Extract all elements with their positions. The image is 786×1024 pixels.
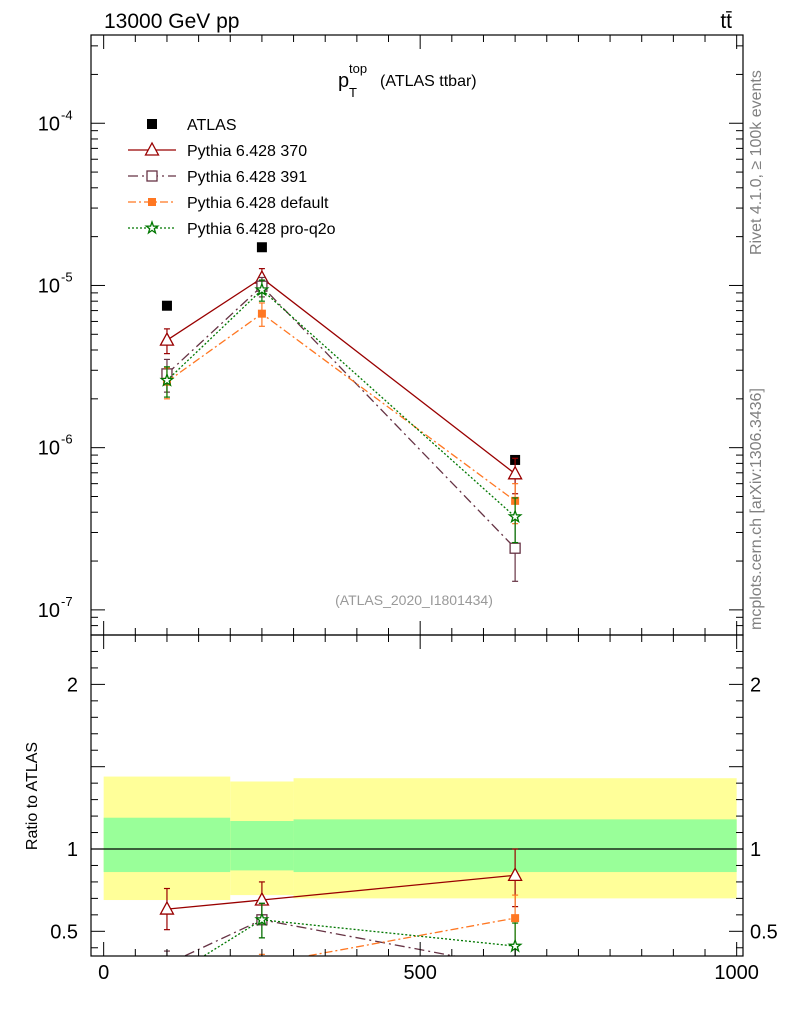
main-point-pq2o	[507, 508, 523, 524]
ratio-y-tick-label-right: 2	[750, 674, 761, 696]
main-y-tick-exponent: -6	[61, 432, 73, 447]
ratio-frame	[90, 634, 744, 957]
ratio-series-p370	[159, 848, 523, 931]
ratio-point-p391	[510, 963, 520, 973]
ratio-point-pq2o	[161, 973, 172, 984]
main-point-pq2o	[159, 372, 175, 387]
legend-marker-p391	[146, 170, 158, 182]
ratio-y-tick-label-left: 0.5	[50, 921, 78, 943]
ratio-line-pq2o	[202, 919, 516, 956]
ratio-point-pdefault	[258, 960, 266, 968]
ratio-y-tick-label-left: 1	[67, 839, 78, 861]
legend: ATLAS Pythia 6.428 370 Pythia 6.428 391 Pyt…	[128, 117, 336, 238]
main-point-p391	[509, 542, 521, 554]
main-line-pq2o	[166, 288, 516, 518]
analysis-label: (ATLAS_2020_I1801434)	[335, 592, 493, 608]
main-y-tick-label: 10	[38, 275, 60, 297]
plot-title-p: p	[338, 70, 349, 92]
plot-title-rest: (ATLAS ttbar)	[380, 73, 477, 90]
main-point-atlas	[161, 300, 172, 311]
ratio-y-tick-label-right: 1	[750, 839, 761, 861]
legend-label-p391: Pythia 6.428 391	[187, 169, 307, 186]
ratio-y-tick-label-right: 0.5	[750, 921, 778, 943]
ratio-x-tick-label: 500	[403, 962, 436, 984]
main-y-tick-label: 10	[38, 113, 60, 135]
main-series-p370	[159, 268, 523, 495]
mcplots-label: mcplots.cern.ch [arXiv:1306.3436]	[748, 388, 765, 630]
ratio-y-axis-label: Ratio to ATLAS	[24, 742, 41, 850]
legend-marker-atlas	[147, 119, 157, 129]
main-point-pq2o	[254, 281, 270, 297]
main-line-p370	[166, 277, 516, 475]
legend-marker-p370	[144, 141, 160, 156]
ratio-point-p370	[507, 866, 523, 881]
ratio-series-pdefault	[163, 894, 520, 985]
main-series-p391	[161, 276, 521, 582]
ratio-point-pq2o	[507, 938, 523, 953]
main-y-tick-exponent: -4	[61, 107, 73, 122]
ratio-x-tick-label: 1000	[714, 962, 759, 984]
main-y-tick-exponent: -7	[61, 594, 73, 609]
main-series-atlas	[161, 242, 521, 465]
ratio-y-tick-label-left: 2	[67, 674, 78, 696]
main-point-p370	[507, 465, 523, 480]
ratio-line-pdefault	[303, 917, 516, 956]
ratio-x-tick-label: 0	[98, 962, 109, 984]
plot-title-superscript: top	[349, 61, 367, 76]
ratio-uncertainty-band-green	[230, 821, 294, 871]
legend-label-pq2o: Pythia 6.428 pro-q2o	[187, 221, 336, 238]
process-label: tt̄	[720, 10, 732, 33]
main-line-p391	[166, 285, 516, 549]
main-y-tick-exponent: -5	[61, 269, 73, 284]
rivet-version-label: Rivet 4.1.0, ≥ 100k events	[748, 70, 765, 255]
legend-marker-pdefault	[148, 198, 156, 206]
plot-title-subscript: T	[349, 85, 357, 100]
main-point-p370	[159, 331, 175, 346]
legend-label-pdefault: Pythia 6.428 default	[187, 195, 329, 212]
ratio-series-pq2o	[161, 902, 523, 984]
main-panel: 10-410-510-610-7 p top T (ATLAS ttbar) (…	[38, 34, 744, 636]
ratio-uncertainty-band-green	[103, 817, 231, 873]
main-y-tick-label: 10	[38, 438, 60, 460]
legend-marker-pq2o	[144, 219, 160, 235]
energy-label: 13000 GeV pp	[104, 10, 239, 33]
ratio-point-p391	[162, 959, 172, 969]
ratio-panel: 2 2 1 1 0.5 0.5 0 500 1000 Ratio to ATLAS	[24, 634, 778, 985]
main-series-pq2o	[159, 279, 523, 544]
ratio-point-pdefault	[511, 914, 520, 923]
main-y-tick-label: 10	[38, 600, 60, 622]
ratio-series-p391	[162, 902, 520, 973]
legend-label-p370: Pythia 6.428 370	[187, 143, 307, 160]
main-point-atlas	[256, 242, 267, 253]
ratio-point-p370	[159, 900, 175, 915]
ratio-point-pq2o	[254, 911, 270, 927]
main-line-pdefault	[166, 312, 516, 502]
legend-label-atlas: ATLAS	[187, 117, 237, 134]
main-series-pdefault	[162, 302, 520, 525]
ratio-point-pdefault	[163, 977, 171, 985]
main-point-pdefault	[257, 309, 266, 318]
